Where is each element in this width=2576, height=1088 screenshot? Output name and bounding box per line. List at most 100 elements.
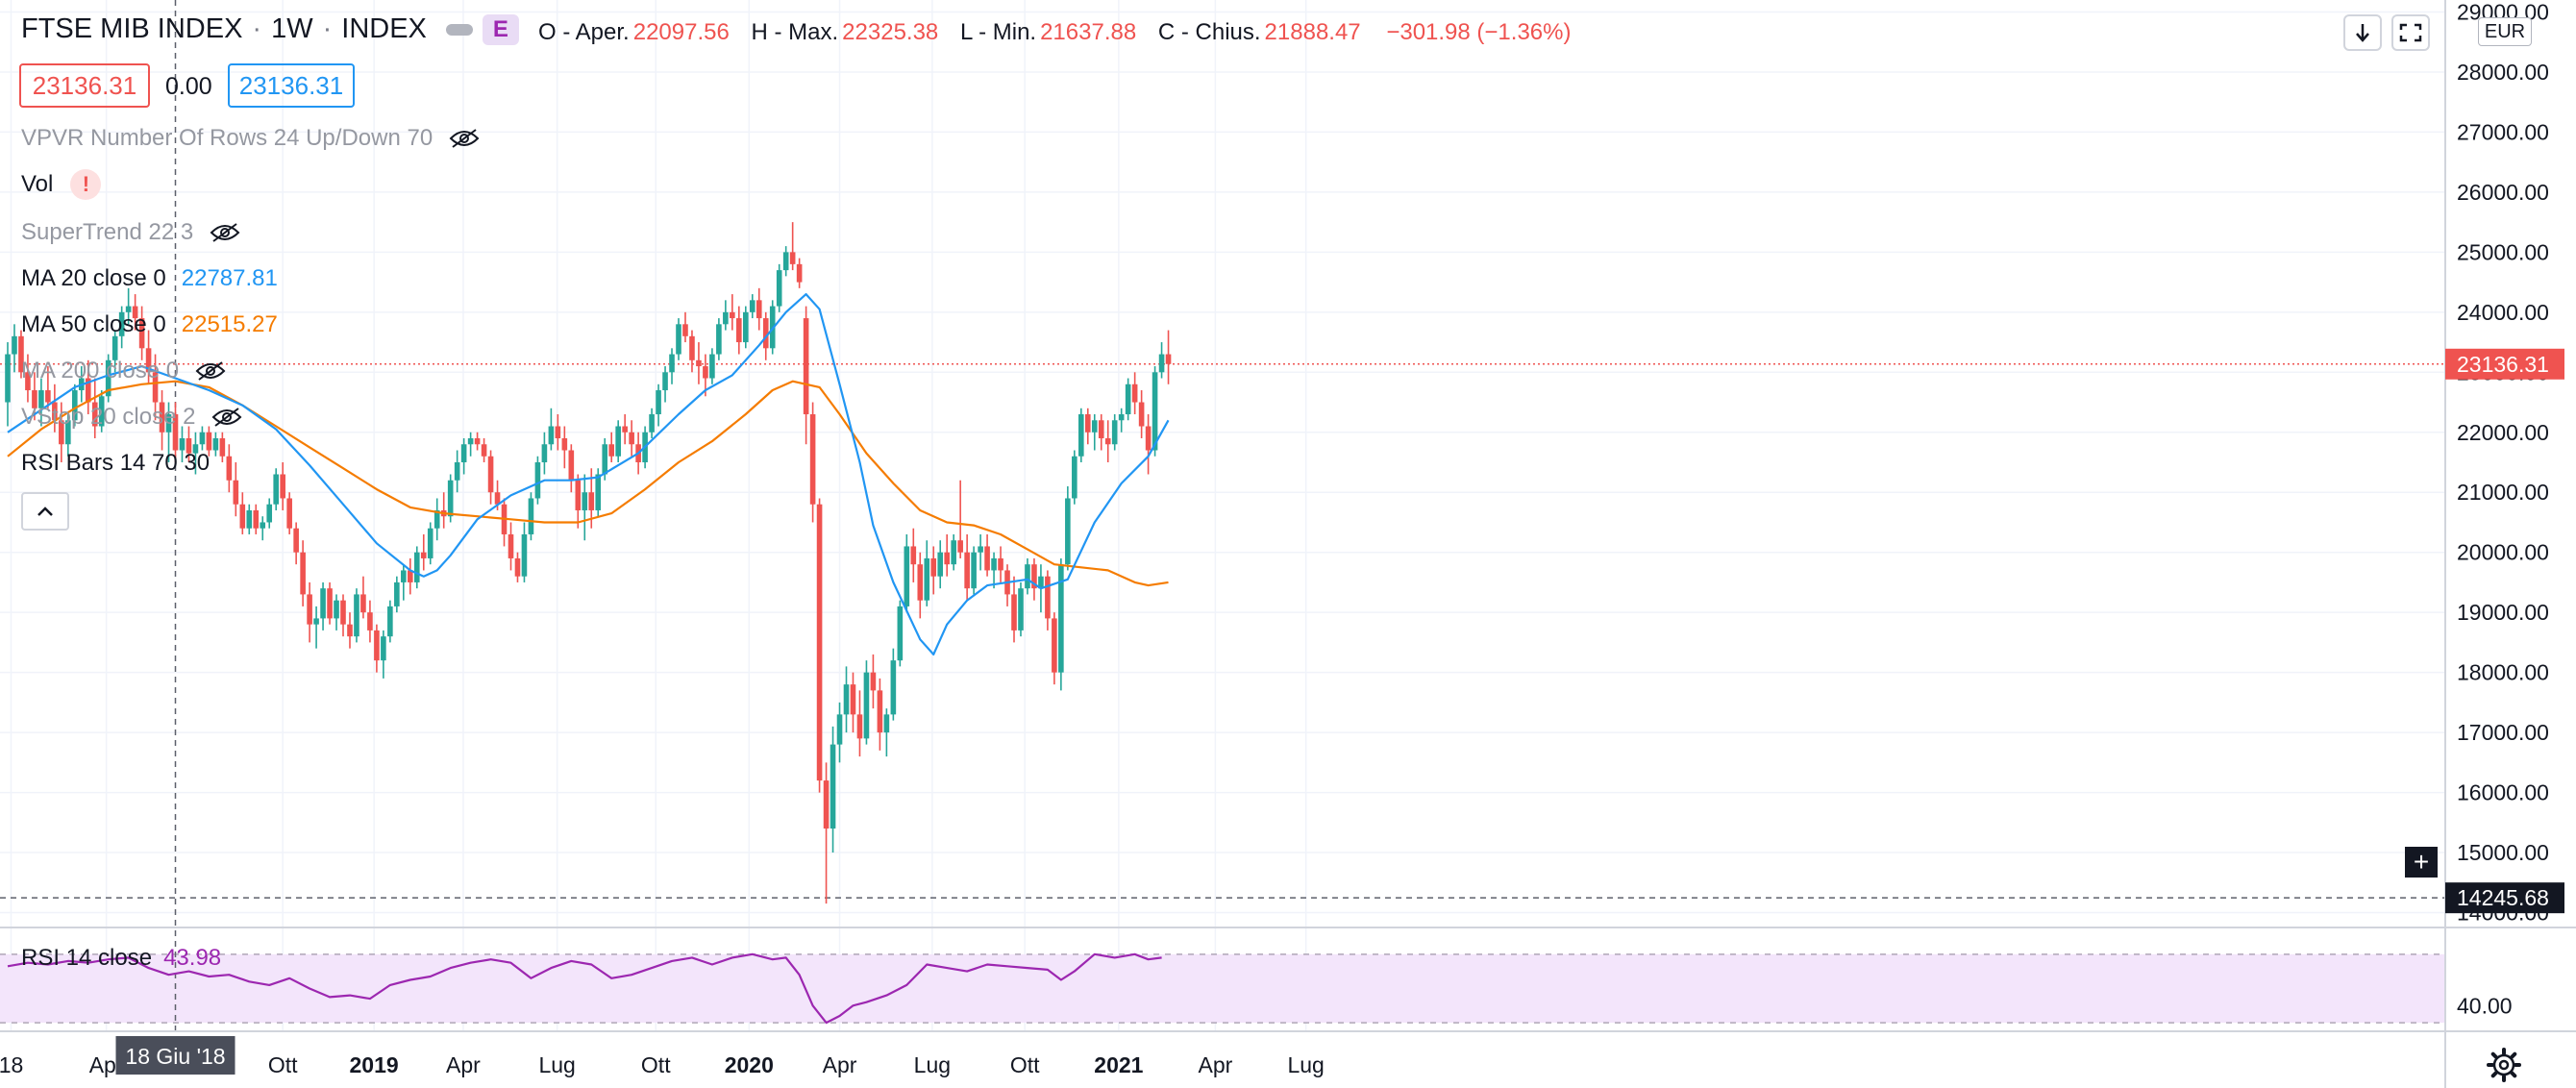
- toggle-icon[interactable]: [445, 23, 473, 36]
- candle: [823, 762, 830, 904]
- candle: [528, 492, 534, 541]
- candle: [320, 581, 326, 631]
- eye-hidden-icon[interactable]: [209, 222, 241, 243]
- candle: [1152, 366, 1158, 457]
- candle-body: [1111, 420, 1118, 445]
- candle-body: [260, 522, 266, 529]
- candle: [1052, 612, 1057, 685]
- candle-body: [1145, 426, 1152, 451]
- rsi-value: 43.98: [163, 945, 222, 971]
- candle: [904, 533, 910, 613]
- candle: [172, 402, 179, 462]
- candle: [246, 504, 253, 534]
- candle-body: [836, 714, 843, 745]
- candle: [755, 287, 762, 331]
- candle-body: [743, 311, 749, 343]
- warning-icon[interactable]: !: [70, 169, 102, 200]
- candle-body: [951, 540, 956, 565]
- indicator-ma20[interactable]: MA 20 close 0 22787.81: [21, 265, 278, 291]
- indicator-vol[interactable]: Vol !: [21, 169, 102, 200]
- candle: [789, 222, 796, 271]
- price-tick-label: 26000.00: [2457, 180, 2549, 205]
- rsi-band-fill: [0, 953, 2445, 1024]
- sell-price-button[interactable]: 23136.31: [19, 63, 150, 108]
- candle: [233, 462, 239, 517]
- candle-body: [159, 402, 165, 433]
- candle-body: [334, 600, 339, 619]
- candle-body: [1052, 618, 1057, 673]
- candle: [300, 540, 306, 606]
- interval-label[interactable]: 1W: [271, 13, 313, 44]
- eye-hidden-icon[interactable]: [194, 360, 227, 382]
- candle-body: [179, 438, 186, 451]
- candle-body: [145, 348, 152, 373]
- candle-body: [239, 504, 246, 529]
- collapse-legend-button[interactable]: [21, 492, 69, 531]
- candle: [401, 564, 407, 601]
- candle: [521, 522, 528, 582]
- candle: [18, 330, 24, 379]
- candle: [212, 432, 219, 457]
- indicator-ma200[interactable]: MA 200 close 0: [21, 358, 227, 384]
- candle: [776, 263, 782, 312]
- candle: [669, 348, 675, 384]
- gear-icon[interactable]: [2485, 1046, 2523, 1084]
- candle-body: [937, 552, 944, 577]
- candle-body: [1025, 564, 1030, 589]
- price-tick-label: 28000.00: [2457, 60, 2549, 85]
- candle-body: [5, 354, 11, 403]
- candle: [856, 690, 863, 757]
- price-tick-label: 15000.00: [2457, 840, 2549, 865]
- candle: [219, 432, 226, 462]
- candle: [59, 402, 64, 462]
- rsi-legend[interactable]: RSI 14 close 43.98: [21, 945, 222, 971]
- candle-body: [521, 533, 528, 577]
- moving-averages: [7, 293, 1170, 655]
- current-price-tag-label: 23136.31: [2457, 352, 2549, 377]
- symbol-title[interactable]: FTSE MIB INDEX: [21, 13, 243, 44]
- candle-body: [823, 780, 830, 829]
- candle: [514, 552, 521, 582]
- price-tick-label: 21000.00: [2457, 480, 2549, 505]
- time-tick-label: 18: [0, 1052, 23, 1077]
- buy-price-button[interactable]: 23136.31: [228, 63, 355, 108]
- candle-body: [300, 552, 306, 595]
- candle: [12, 324, 17, 373]
- chart-header: FTSE MIB INDEX · 1W · INDEX E: [21, 13, 519, 45]
- candle-body: [367, 612, 373, 631]
- candle-body: [172, 414, 179, 451]
- indicator-rsi-bars[interactable]: RSI Bars 14 70 30: [21, 450, 211, 476]
- candle: [615, 420, 621, 462]
- eye-hidden-icon[interactable]: [211, 407, 243, 428]
- candle-body: [904, 546, 910, 606]
- candle-body: [467, 438, 474, 445]
- price-tick-label: 20000.00: [2457, 540, 2549, 565]
- candle: [816, 498, 823, 793]
- fullscreen-button[interactable]: [2391, 14, 2430, 51]
- currency-badge[interactable]: EUR: [2478, 17, 2532, 46]
- candle: [467, 432, 474, 457]
- indicator-vpvr[interactable]: VPVR Number Of Rows 24 Up/Down 70: [21, 125, 481, 152]
- candle-body: [18, 335, 24, 373]
- indicator-ma50[interactable]: MA 50 close 0 22515.27: [21, 311, 278, 337]
- candle: [1084, 408, 1091, 445]
- candle: [501, 498, 508, 547]
- candle: [1004, 564, 1010, 606]
- candle: [1104, 420, 1111, 462]
- eye-hidden-icon[interactable]: [448, 128, 481, 149]
- candle-body: [253, 509, 260, 529]
- time-tick-label: Ott: [1010, 1052, 1040, 1077]
- earnings-badge[interactable]: E: [482, 13, 519, 45]
- scroll-down-button[interactable]: [2343, 14, 2382, 51]
- candle: [132, 294, 138, 331]
- candle: [796, 258, 803, 288]
- plus-icon[interactable]: +: [2405, 847, 2438, 878]
- indicator-supertrend[interactable]: SuperTrend 22 3: [21, 219, 241, 246]
- ma20-line: [7, 293, 1170, 655]
- candle-body: [662, 372, 668, 391]
- candle: [226, 444, 233, 493]
- indicator-vstop[interactable]: VStop 20 close 2: [21, 404, 243, 431]
- candle: [575, 474, 582, 529]
- candle: [749, 294, 755, 319]
